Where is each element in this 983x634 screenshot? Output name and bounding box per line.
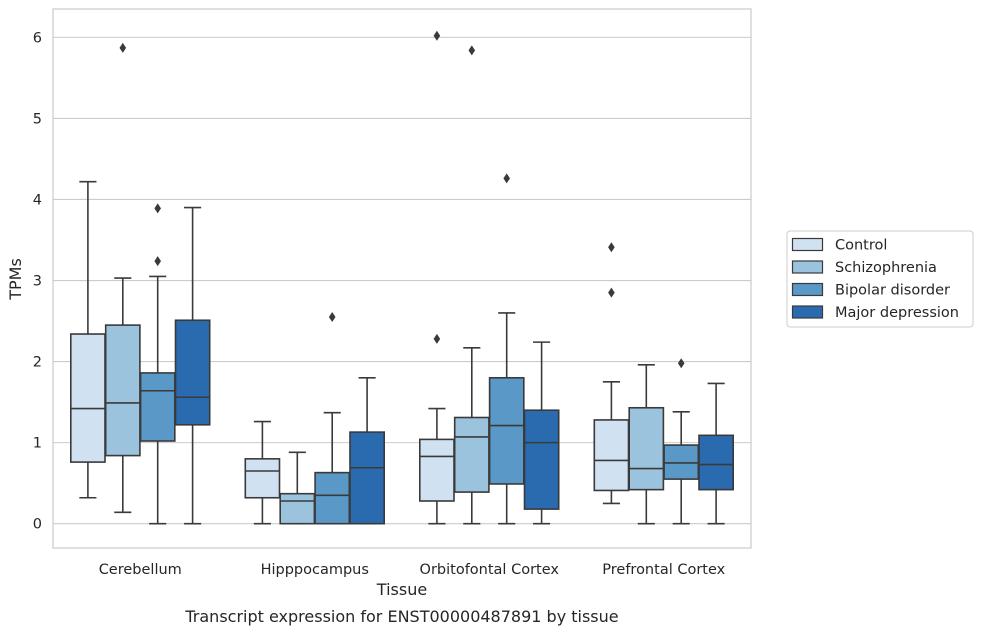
y-tick-label: 6 <box>33 30 42 46</box>
box-major-depression <box>174 206 211 525</box>
x-axis-label: Tissue <box>376 580 427 599</box>
plot-frame <box>52 8 752 549</box>
box-schizophrenia <box>279 451 316 525</box>
box-iqr <box>279 492 316 525</box>
box-iqr <box>174 319 211 426</box>
box-major-depression <box>698 382 735 525</box>
x-tick-labels: Cerebellum Hipppocampus Orbitofontal Corte… <box>99 562 726 578</box>
box-iqr <box>418 438 455 502</box>
outlier-point <box>468 45 476 56</box>
box-iqr <box>453 416 490 493</box>
box-iqr <box>69 333 106 463</box>
outlier-point <box>119 42 127 53</box>
box-control <box>69 180 106 499</box>
y-tick-label: 5 <box>33 111 42 127</box>
legend-swatch <box>791 237 824 252</box>
legend-label: Control <box>835 238 887 254</box>
box-iqr <box>523 409 560 510</box>
box-bipolar-disorder <box>488 173 525 525</box>
y-tick-label: 3 <box>33 274 42 290</box>
y-tick-labels: 0 1 2 3 4 5 6 <box>33 30 42 532</box>
outlier-point <box>154 256 161 267</box>
box-iqr <box>593 419 630 492</box>
box-major-depression <box>349 376 386 525</box>
box-major-depression <box>523 341 560 525</box>
x-tick-label: Hipppocampus <box>261 562 369 578</box>
outlier-point <box>433 30 441 41</box>
y-tick-label: 1 <box>33 436 42 452</box>
legend-swatch <box>791 305 824 319</box>
box-iqr <box>244 458 281 499</box>
box-bipolar-disorder <box>663 358 700 525</box>
outlier-point <box>608 287 615 298</box>
box-control <box>593 242 630 505</box>
legend-label: Schizophrenia <box>835 260 937 276</box>
legend-label: Major depression <box>835 305 959 321</box>
gridlines <box>53 36 751 525</box>
box-control <box>418 30 455 525</box>
box-control <box>244 420 281 525</box>
y-tick-label: 4 <box>33 192 42 208</box>
outlier-point <box>677 358 685 369</box>
box-iqr <box>628 406 665 491</box>
box-iqr <box>104 324 141 457</box>
box-iqr <box>663 444 700 480</box>
box-schizophrenia <box>453 45 490 525</box>
box-iqr <box>139 372 176 442</box>
legend: Control Schizophrenia Bipolar disorder Majo… <box>786 230 974 328</box>
outlier-point <box>328 312 336 322</box>
x-tick-label: Cerebellum <box>99 562 182 578</box>
y-axis-label: TPMs <box>6 258 25 301</box>
box-iqr <box>698 434 735 491</box>
legend-swatch <box>791 260 824 274</box>
legend-swatch <box>791 282 824 297</box>
box-iqr <box>349 431 386 525</box>
box-schizophrenia <box>628 364 665 525</box>
outlier-point <box>608 242 615 253</box>
outlier-point <box>154 203 161 214</box>
outlier-point <box>433 333 441 344</box>
box-schizophrenia <box>104 42 141 514</box>
legend-label: Bipolar disorder <box>835 283 950 299</box>
legend-frame <box>786 230 974 328</box>
y-tick-label: 2 <box>33 355 42 371</box>
chart-caption: Transcript expression for ENST0000048789… <box>184 607 618 626</box>
y-tick-label: 0 <box>33 517 42 533</box>
outlier-point <box>503 173 510 184</box>
x-tick-label: Prefrontal Cortex <box>602 562 725 578</box>
box-iqr <box>488 376 525 485</box>
x-tick-label: Orbitofontal Cortex <box>420 562 560 578</box>
boxes <box>69 30 735 525</box>
box-iqr <box>314 471 351 525</box>
